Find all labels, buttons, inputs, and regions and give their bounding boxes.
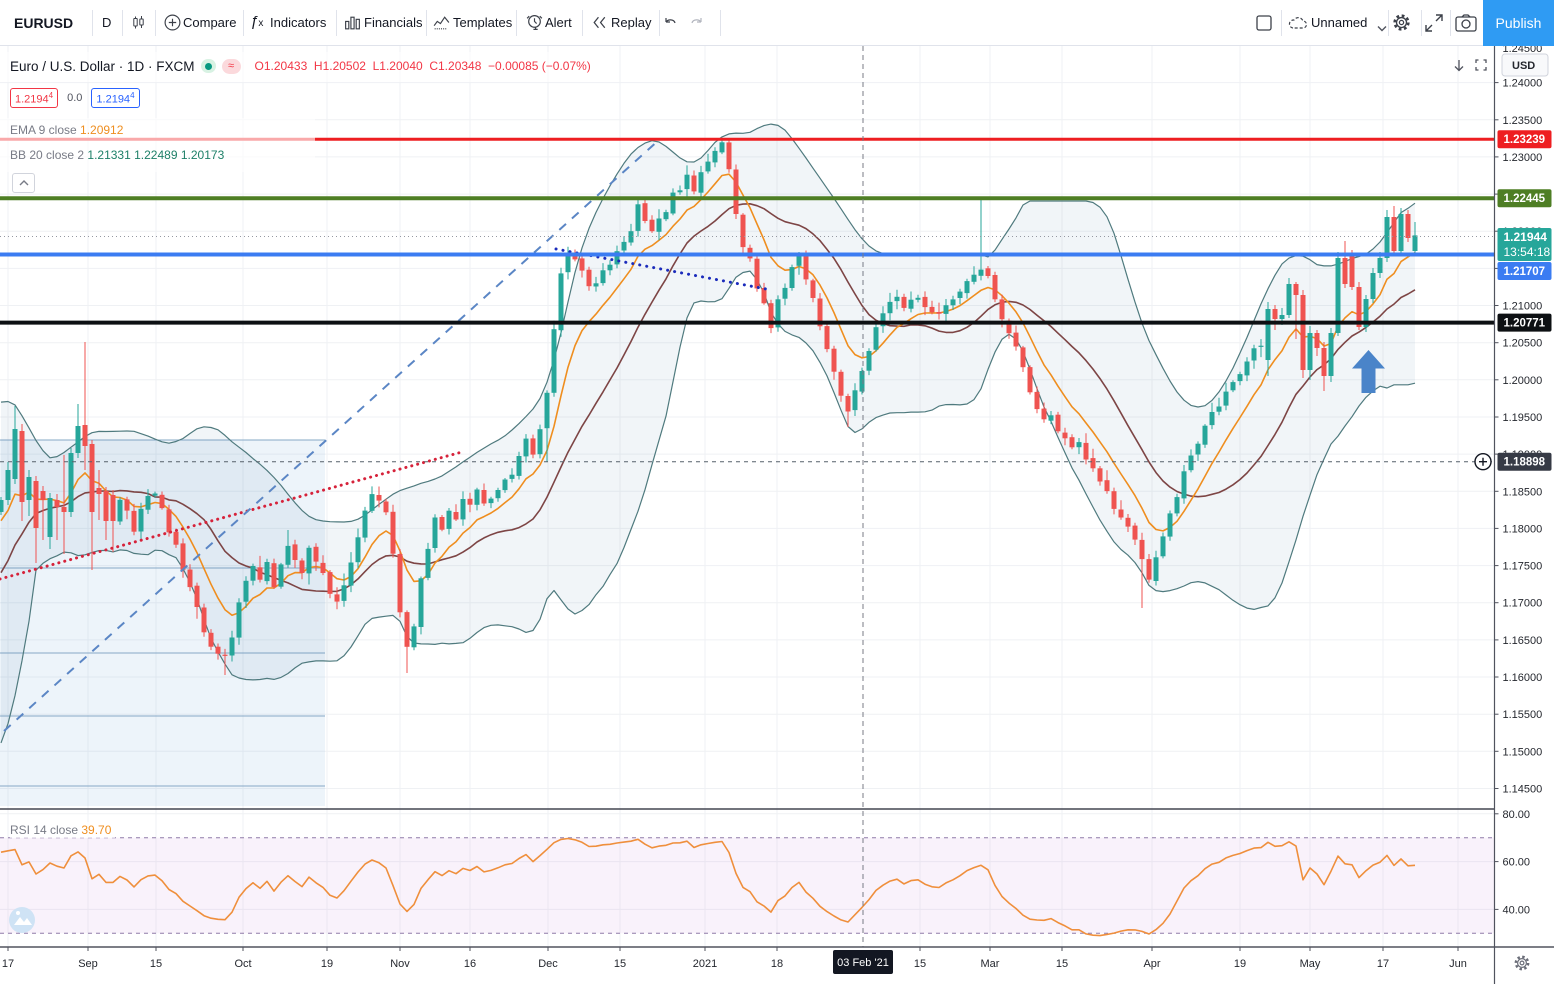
svg-text:03 Feb '21: 03 Feb '21: [837, 957, 889, 969]
svg-text:16: 16: [464, 958, 476, 970]
svg-text:1.14500: 1.14500: [1503, 784, 1543, 796]
svg-text:80.00: 80.00: [1503, 809, 1531, 821]
svg-text:1.20000: 1.20000: [1503, 375, 1543, 387]
svg-text:1.20771: 1.20771: [1504, 318, 1546, 330]
svg-text:1.24000: 1.24000: [1503, 78, 1543, 90]
svg-text:1.22445: 1.22445: [1504, 193, 1546, 205]
svg-text:60.00: 60.00: [1503, 857, 1531, 869]
svg-text:19: 19: [1234, 958, 1246, 970]
svg-text:1.24500: 1.24500: [1503, 43, 1543, 55]
svg-text:1.15000: 1.15000: [1503, 746, 1543, 758]
svg-text:1.17500: 1.17500: [1503, 561, 1543, 573]
svg-text:Nov: Nov: [390, 958, 410, 970]
svg-text:Oct: Oct: [234, 958, 251, 970]
svg-text:18: 18: [771, 958, 783, 970]
svg-text:1.18898: 1.18898: [1504, 457, 1546, 469]
svg-text:1.23000: 1.23000: [1503, 152, 1543, 164]
svg-text:17: 17: [1377, 958, 1389, 970]
svg-text:1.21944: 1.21944: [1504, 230, 1548, 244]
svg-text:1.15500: 1.15500: [1503, 709, 1543, 721]
svg-text:May: May: [1300, 958, 1321, 970]
svg-text:1.21707: 1.21707: [1504, 266, 1546, 278]
svg-text:Apr: Apr: [1143, 958, 1160, 970]
svg-text:1.23500: 1.23500: [1503, 115, 1543, 127]
svg-text:1.20500: 1.20500: [1503, 338, 1543, 350]
svg-text:USD: USD: [1512, 60, 1535, 72]
svg-text:1.16500: 1.16500: [1503, 635, 1543, 647]
svg-text:1.18500: 1.18500: [1503, 486, 1543, 498]
svg-text:1.19500: 1.19500: [1503, 412, 1543, 424]
svg-text:Sep: Sep: [78, 958, 98, 970]
svg-text:13:54:18: 13:54:18: [1504, 245, 1551, 259]
svg-text:15: 15: [614, 958, 626, 970]
svg-text:40.00: 40.00: [1503, 904, 1531, 916]
svg-text:1.16000: 1.16000: [1503, 672, 1543, 684]
svg-text:17: 17: [2, 958, 14, 970]
svg-text:19: 19: [321, 958, 333, 970]
svg-text:1.18000: 1.18000: [1503, 523, 1543, 535]
svg-text:2021: 2021: [693, 958, 717, 970]
svg-text:15: 15: [1056, 958, 1068, 970]
svg-text:15: 15: [914, 958, 926, 970]
svg-text:Dec: Dec: [538, 958, 558, 970]
svg-text:Jun: Jun: [1449, 958, 1467, 970]
svg-text:Mar: Mar: [981, 958, 1000, 970]
svg-text:15: 15: [150, 958, 162, 970]
svg-text:1.21000: 1.21000: [1503, 301, 1543, 313]
svg-text:1.17000: 1.17000: [1503, 598, 1543, 610]
svg-text:1.23239: 1.23239: [1504, 134, 1546, 146]
